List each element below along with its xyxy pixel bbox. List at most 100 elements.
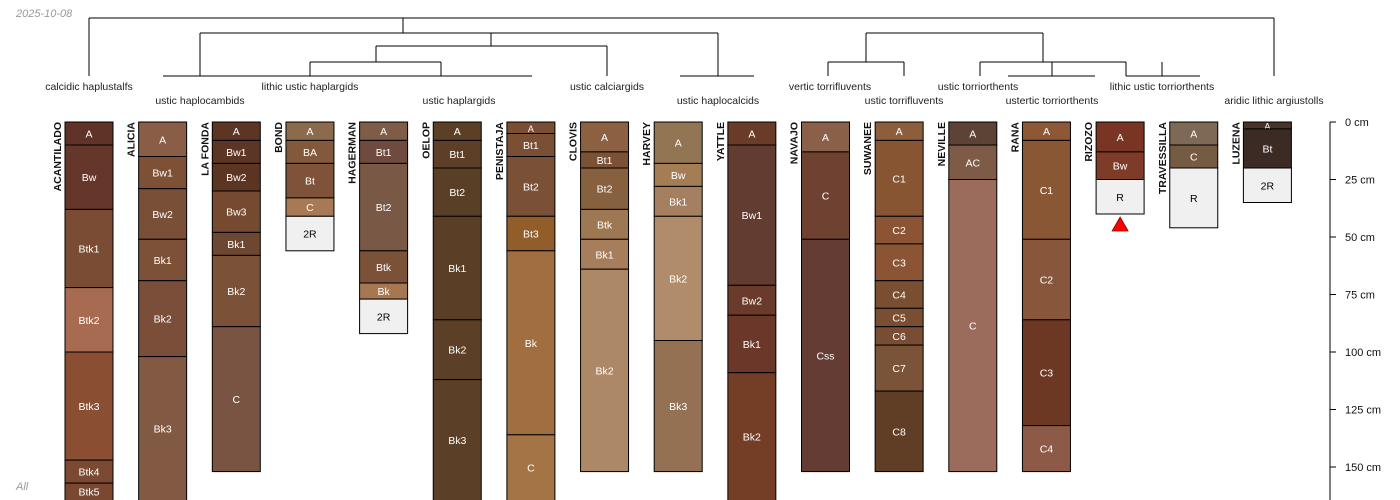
horizon-label: Btk1 — [78, 244, 99, 256]
horizon-block — [138, 280, 188, 358]
profile-name: TRAVESSILLA — [1157, 122, 1169, 195]
horizon-label: A — [1190, 129, 1197, 141]
horizon-label: C6 — [892, 331, 906, 343]
horizon-block — [580, 167, 630, 210]
taxon-label: ustic haplargids — [423, 95, 496, 107]
date-stamp: 2025-10-08 — [16, 8, 73, 20]
horizon-block — [359, 162, 409, 252]
horizon-label: C — [233, 394, 241, 406]
profile-name: SUWANEE — [862, 122, 874, 175]
profile-name: NEVILLE — [936, 122, 948, 166]
horizon-block — [580, 208, 630, 240]
horizon-block — [1242, 167, 1292, 203]
profile-name: YATTLE — [715, 122, 727, 161]
depth-tick-label: 25 cm — [1345, 175, 1375, 187]
horizon-label: C2 — [1040, 275, 1054, 287]
horizon-block — [359, 298, 409, 335]
horizon-label: R — [1116, 192, 1124, 204]
horizon-label: Bk1 — [669, 196, 687, 208]
horizon-label: Bt — [305, 176, 315, 188]
horizon-block — [211, 162, 261, 192]
horizon-block — [801, 238, 850, 473]
horizon-block — [64, 208, 114, 289]
horizon-label: Bk — [525, 338, 538, 350]
profile-name: RIZOZO — [1083, 122, 1095, 162]
horizon-block — [653, 340, 703, 473]
horizon-label: Bk2 — [448, 345, 466, 357]
horizon-label: Bk1 — [448, 263, 466, 275]
taxon-label: aridic lithic argiustolls — [1224, 95, 1323, 107]
horizon-label: A — [380, 126, 387, 138]
horizon-block — [727, 284, 777, 316]
horizon-label: Btk4 — [78, 467, 99, 479]
horizon-block — [1021, 425, 1071, 473]
horizon-label: AC — [966, 157, 981, 169]
horizon-label: Bw1 — [226, 147, 247, 159]
horizon-label: A — [1264, 121, 1270, 131]
horizon-block — [211, 326, 261, 473]
horizon-label: Bk2 — [743, 431, 761, 443]
depth-tick-label: 100 cm — [1345, 347, 1381, 359]
horizon-block — [727, 372, 777, 500]
horizon-label: Bk1 — [154, 255, 172, 267]
taxon-label: ustic torriorthents — [938, 81, 1019, 93]
horizon-label: Bk — [377, 286, 390, 298]
horizon-block — [653, 121, 703, 164]
profile-name: LUZENA — [1230, 122, 1242, 165]
taxon-label: ustic haplocalcids — [677, 95, 759, 107]
horizon-label: C1 — [1040, 185, 1054, 197]
horizon-block — [138, 356, 188, 500]
horizon-label: Bw3 — [226, 207, 247, 219]
horizon-block — [727, 144, 777, 286]
horizon-block — [138, 156, 188, 190]
profile-name: PENISTAJA — [494, 122, 506, 181]
taxon-label: ustic calciargids — [570, 81, 644, 93]
horizon-label: 2R — [377, 311, 391, 323]
horizon-label: Btk3 — [78, 401, 99, 413]
depth-tick-label: 50 cm — [1345, 232, 1375, 244]
horizon-label: C — [527, 462, 535, 474]
horizon-label: Bk3 — [154, 423, 172, 435]
horizon-label: A — [601, 132, 608, 144]
horizon-block — [874, 344, 924, 392]
horizon-label: Bt1 — [597, 155, 613, 167]
horizon-label: Bk2 — [154, 314, 172, 326]
horizon-label: Bw2 — [152, 209, 173, 221]
horizon-label: C — [1190, 152, 1198, 164]
horizon-block — [285, 215, 335, 252]
horizon-block — [432, 139, 482, 169]
horizon-label: R — [1190, 193, 1198, 205]
horizon-label: Bk3 — [669, 401, 687, 413]
horizon-label: Bk1 — [227, 239, 245, 251]
horizon-label: C — [969, 321, 977, 333]
horizon-label: A — [159, 134, 166, 146]
taxon-label: vertic torrifluvents — [789, 81, 871, 93]
profile-name: ACANTILADO — [52, 122, 64, 191]
horizon-label: A — [822, 132, 829, 144]
horizon-label: Bw — [82, 172, 97, 184]
horizon-label: Btk2 — [78, 315, 99, 327]
taxon-label: ustertic torriorthents — [1006, 95, 1099, 107]
horizon-label: A — [1117, 132, 1124, 144]
horizon-label: C3 — [1040, 368, 1054, 380]
depth-tick-label: 150 cm — [1345, 462, 1381, 474]
horizon-block — [432, 167, 482, 217]
horizon-label: A — [85, 129, 92, 141]
depth-tick-label: 75 cm — [1345, 290, 1375, 302]
horizon-block — [1095, 121, 1145, 153]
horizon-block — [1095, 151, 1145, 180]
horizon-label: Bt2 — [449, 187, 465, 199]
horizon-label: C5 — [892, 313, 906, 325]
horizon-block — [1169, 167, 1219, 229]
horizon-block — [580, 268, 630, 473]
horizon-block — [1021, 139, 1071, 240]
horizon-label: C8 — [892, 426, 906, 438]
horizon-block — [948, 179, 998, 473]
horizon-label: Bw2 — [226, 172, 247, 184]
horizon-label: A — [233, 126, 240, 138]
profile-name: LA FONDA — [199, 122, 211, 176]
horizon-label: Bt1 — [376, 147, 392, 159]
profile-name: HARVEY — [641, 122, 653, 166]
